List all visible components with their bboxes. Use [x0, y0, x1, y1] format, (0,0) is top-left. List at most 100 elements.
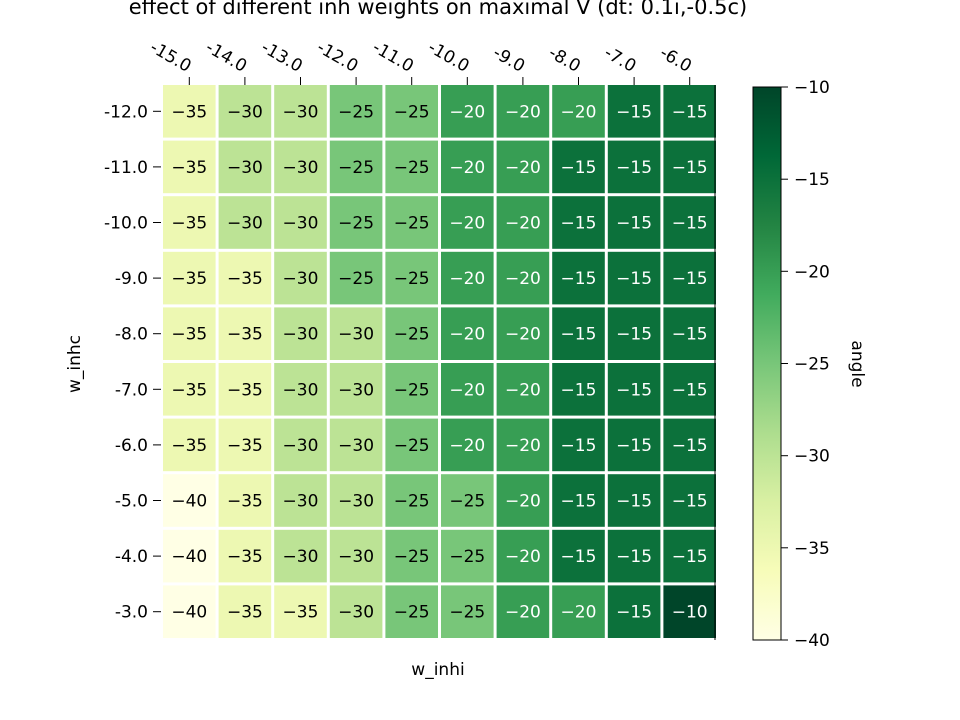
x-tick-label: -14.0 [202, 37, 250, 76]
heatmap-cell [663, 307, 716, 360]
cell-value-label: −30 [338, 325, 374, 345]
heatmap-cell [496, 85, 550, 138]
cell-value-label: −20 [449, 380, 485, 400]
heatmap-cell [329, 85, 383, 138]
cell-value-label: −15 [561, 547, 597, 567]
heatmap-cell [385, 140, 438, 194]
heatmap-cell [663, 474, 716, 527]
y-tick-label: -8.0 [115, 325, 148, 345]
cell-value-label: −30 [338, 603, 374, 623]
heatmap-cell [274, 85, 327, 138]
heatmap-cell [607, 196, 661, 249]
cell-value-label: −15 [672, 158, 708, 178]
cell-value-label: −30 [283, 492, 319, 512]
heatmap-cell [385, 418, 438, 472]
heatmap-cell [163, 418, 216, 472]
heatmap-cell [163, 85, 216, 138]
heatmap-cell [274, 585, 327, 638]
heatmap-cell [441, 251, 494, 305]
cell-value-label: −35 [227, 325, 263, 345]
cell-value-label: −20 [505, 603, 541, 623]
cell-value-label: −20 [449, 214, 485, 234]
x-axis-ticks: -15.0 -14.0 -13.0 -12.0 -11.0 -10.0 -9.0 -8.0 -7… [146, 37, 695, 85]
x-tick-label: -7.0 [601, 43, 640, 77]
heatmap-cell [329, 140, 383, 194]
heatmap-cell [163, 251, 216, 305]
y-tick-label: -10.0 [104, 214, 148, 234]
cell-value-label: −20 [561, 603, 597, 623]
cell-value-label: −30 [283, 380, 319, 400]
heatmap-cell [496, 140, 550, 194]
cell-value-label: −15 [616, 492, 652, 512]
heatmap-cell [496, 529, 550, 583]
cell-value-label: −15 [672, 325, 708, 345]
heatmap-cell [329, 529, 383, 583]
heatmap-cell [441, 85, 494, 138]
heatmap-cell [496, 418, 550, 472]
heatmap-cell [163, 307, 216, 360]
heatmap-cell [274, 529, 327, 583]
cell-value-label: −35 [171, 214, 207, 234]
heatmap-cell [385, 585, 438, 638]
cell-value-label: −15 [561, 158, 597, 178]
cell-value-label: −20 [505, 547, 541, 567]
cell-value-label: −25 [394, 269, 430, 289]
heatmap-cell [496, 363, 550, 416]
cell-value-label: −15 [616, 214, 652, 234]
cell-value-label: −20 [561, 102, 597, 122]
cell-value-label: −25 [394, 492, 430, 512]
cell-value-label: −35 [227, 603, 263, 623]
cell-value-label: −30 [283, 269, 319, 289]
cell-value-label: −35 [171, 269, 207, 289]
cell-value-label: −30 [283, 325, 319, 345]
cell-value-label: −15 [616, 547, 652, 567]
cell-value-label: −30 [338, 492, 374, 512]
heatmap-cell [552, 307, 605, 360]
heatmap-cell [607, 474, 661, 527]
heatmap-cell [663, 140, 716, 194]
cell-value-label: −25 [338, 269, 374, 289]
cell-value-label: −30 [283, 158, 319, 178]
heatmap-cell [607, 140, 661, 194]
heatmap-cell [385, 363, 438, 416]
heatmap-cell [274, 140, 327, 194]
heatmap-cell [329, 196, 383, 249]
cell-value-label: −35 [227, 547, 263, 567]
cell-value-label: −35 [171, 158, 207, 178]
cell-value-label: −35 [227, 380, 263, 400]
heatmap-cell [607, 363, 661, 416]
heatmap-cell [663, 529, 716, 583]
heatmap-cell [274, 307, 327, 360]
colorbar-tick-label: −25 [794, 355, 830, 375]
cell-value-label: −40 [171, 492, 207, 512]
heatmap-cell [163, 529, 216, 583]
heatmap-cell [607, 251, 661, 305]
heatmap-cell [385, 307, 438, 360]
x-tick-label: -15.0 [146, 37, 194, 76]
colorbar-ticks: −10 −15 −20 −25 −30 −35 −40 [781, 78, 830, 651]
cell-value-label: −15 [672, 214, 708, 234]
cell-value-label: −20 [449, 102, 485, 122]
cell-value-label: −35 [227, 436, 263, 456]
cell-value-label: −25 [394, 102, 430, 122]
heatmap-cell [218, 85, 272, 138]
heatmap-cell [552, 251, 605, 305]
heatmap-cell [441, 585, 494, 638]
cell-value-label: −35 [283, 603, 319, 623]
heatmap-cell [496, 307, 550, 360]
cell-value-label: −25 [394, 380, 430, 400]
heatmap-cell [329, 418, 383, 472]
cell-value-label: −30 [227, 214, 263, 234]
x-tick-label: -12.0 [313, 37, 361, 76]
cell-value-label: −15 [616, 102, 652, 122]
x-axis-label: w_inhi [411, 660, 464, 680]
heatmap-cell [441, 418, 494, 472]
cell-value-label: −20 [505, 325, 541, 345]
heatmap-cell [274, 196, 327, 249]
x-tick-label: -13.0 [258, 37, 306, 76]
heatmap-cell [663, 363, 716, 416]
cell-value-label: −15 [672, 269, 708, 289]
cell-value-label: −40 [171, 603, 207, 623]
cell-value-label: −20 [505, 492, 541, 512]
